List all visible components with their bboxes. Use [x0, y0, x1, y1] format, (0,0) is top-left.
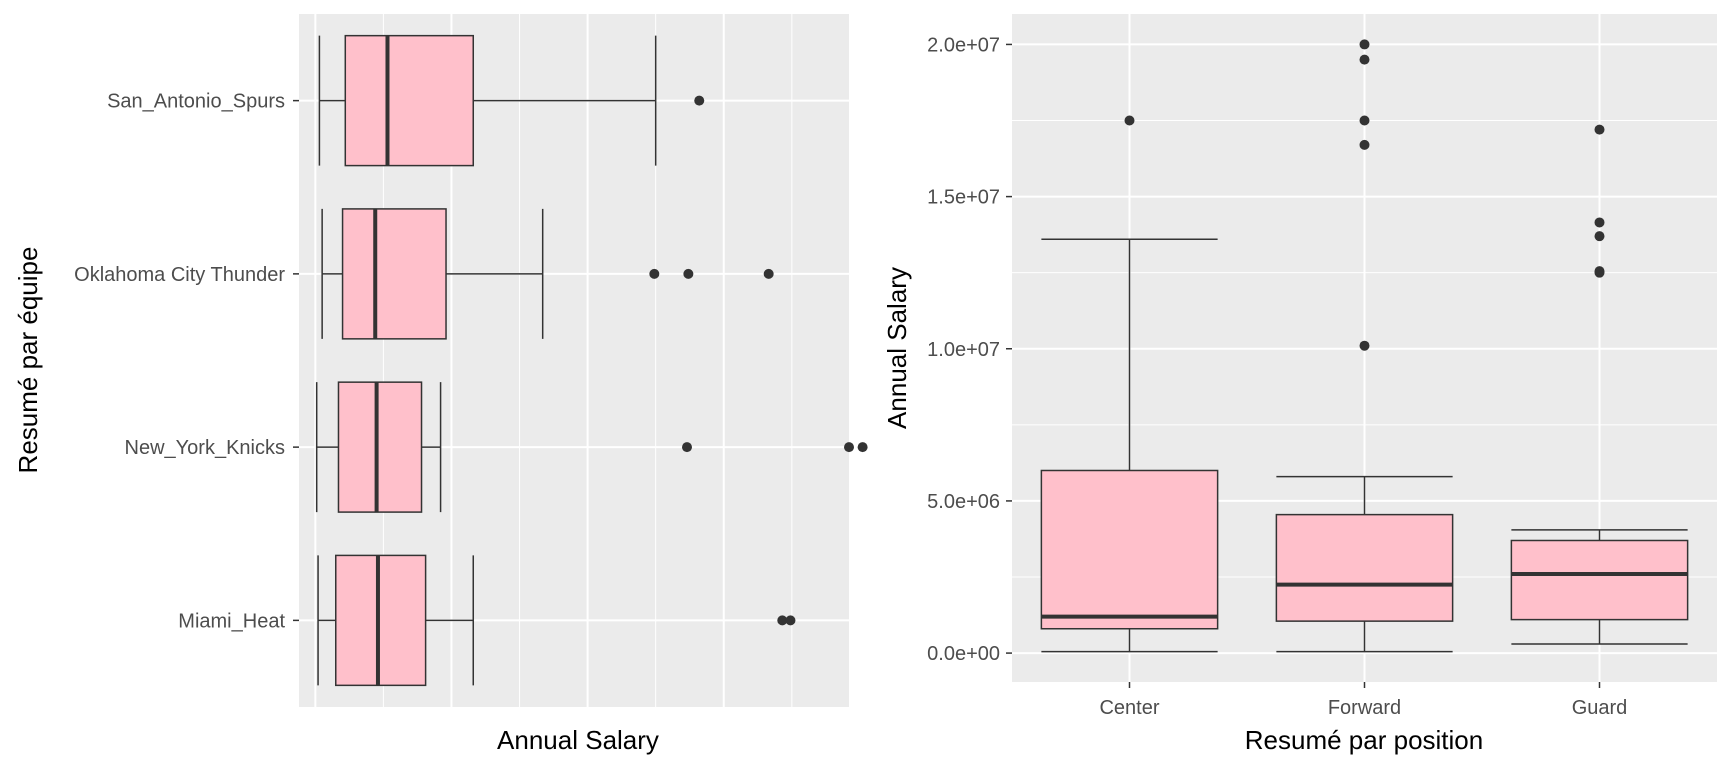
outlier-point	[1594, 231, 1605, 242]
y-tick-label: 0.0e+00	[927, 643, 1000, 665]
team-boxes	[315, 34, 868, 687]
team-tick-label: New_York_Knicks	[125, 437, 285, 459]
box-miami-heat	[317, 554, 796, 687]
box-forward	[1275, 39, 1454, 653]
interquartile-box	[335, 554, 427, 687]
position-x-axis-title: Resumé par position	[1245, 725, 1483, 755]
outlier-point	[785, 615, 796, 626]
y-tick-label: 1.5e+07	[927, 187, 1000, 209]
interquartile-box	[1275, 513, 1454, 622]
interquartile-box	[1040, 469, 1219, 630]
y-tick-label: 5.0e+06	[927, 491, 1000, 513]
box-guard	[1510, 124, 1689, 645]
outlier-point	[763, 268, 774, 279]
outlier-point	[777, 615, 788, 626]
interquartile-box	[344, 34, 475, 167]
outlier-point	[1594, 266, 1605, 277]
outlier-point	[694, 95, 705, 106]
interquartile-box	[341, 208, 447, 340]
position-boxplot-chart: 0.0e+00 5.0e+06 1.0e+07 1.5e+07 2.0e+07 Cente…	[882, 14, 1717, 755]
outlier-point	[1359, 54, 1370, 65]
team-y-axis-title: Resumé par équipe	[13, 247, 43, 474]
outlier-point	[681, 442, 692, 453]
interquartile-box	[1510, 539, 1689, 621]
x-tick-label: Center	[1099, 697, 1159, 719]
outlier-point	[1359, 115, 1370, 126]
box-center	[1040, 115, 1219, 653]
interquartile-box	[337, 381, 423, 513]
position-y-axis-title: Annual Salary	[882, 267, 912, 429]
outlier-point	[1359, 139, 1370, 150]
outlier-point	[1124, 115, 1135, 126]
team-tick-label: San_Antonio_Spurs	[107, 91, 285, 113]
outlier-point	[844, 442, 854, 453]
team-boxplot-chart: San_Antonio_Spurs Oklahoma City Thunder Ne…	[13, 14, 868, 755]
outlier-point	[649, 268, 660, 279]
team-tick-label: Oklahoma City Thunder	[74, 264, 285, 286]
outlier-point	[1594, 217, 1605, 228]
y-tick-label: 2.0e+07	[927, 34, 1000, 56]
outlier-point	[1359, 340, 1370, 351]
position-boxes	[1040, 39, 1689, 653]
team-tick-label: Miami_Heat	[178, 610, 285, 632]
team-x-axis-title: Annual Salary	[497, 725, 659, 755]
position-axis-ticks: 0.0e+00 5.0e+06 1.0e+07 1.5e+07 2.0e+07 Cente…	[927, 34, 1627, 719]
outlier-point	[683, 268, 694, 279]
box-new-york-knicks	[315, 381, 868, 513]
box-oklahoma-city-thunder	[321, 208, 774, 340]
x-tick-label: Guard	[1572, 697, 1628, 719]
outlier-point	[857, 442, 868, 453]
team-category-ticks: San_Antonio_Spurs Oklahoma City Thunder Ne…	[74, 91, 299, 632]
outlier-point	[1359, 39, 1370, 50]
y-tick-label: 1.0e+07	[927, 339, 1000, 361]
box-san-antonio-spurs	[318, 34, 705, 167]
outlier-point	[1594, 124, 1605, 135]
x-tick-label: Forward	[1328, 697, 1401, 719]
